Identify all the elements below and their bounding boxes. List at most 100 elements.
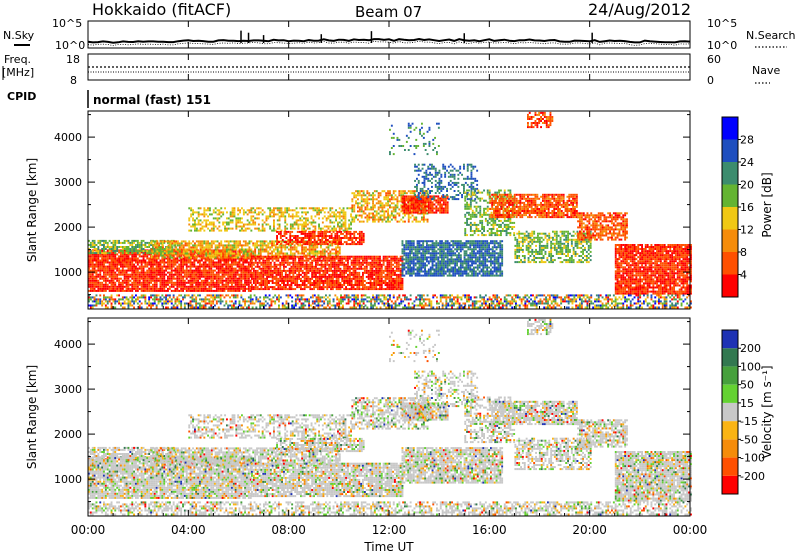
power-cell xyxy=(203,272,205,274)
power-cell xyxy=(244,262,246,264)
power-cell xyxy=(92,255,94,257)
power-cell xyxy=(96,282,98,284)
power-cell xyxy=(128,278,130,280)
power-cell xyxy=(180,266,182,268)
power-cell xyxy=(126,246,128,248)
power-cell xyxy=(143,282,145,284)
power-cell xyxy=(94,246,96,248)
power-cell xyxy=(111,264,113,266)
power-cell xyxy=(124,242,126,244)
power-cell xyxy=(188,266,190,268)
power-cell xyxy=(109,282,111,284)
power-cell xyxy=(250,290,252,292)
power-cell xyxy=(128,242,130,244)
power-cell xyxy=(195,260,197,262)
power-cell xyxy=(144,242,146,244)
power-cell xyxy=(116,246,118,248)
power-cell xyxy=(96,248,98,250)
power-cell xyxy=(161,260,163,262)
power-cell xyxy=(124,258,126,260)
power-cell xyxy=(161,270,163,272)
power-cell xyxy=(139,282,141,284)
power-cell xyxy=(193,262,195,264)
power-cell xyxy=(190,264,192,266)
power-cell xyxy=(180,284,182,286)
power-cell xyxy=(114,276,116,278)
power-cell xyxy=(176,290,178,292)
power-cell xyxy=(182,268,184,270)
power-cell xyxy=(113,242,115,244)
power-cell xyxy=(154,272,156,274)
power-cell xyxy=(205,276,207,278)
power-cell xyxy=(160,278,162,280)
power-cell xyxy=(139,268,141,270)
power-cell xyxy=(111,280,113,282)
power-cell xyxy=(156,249,158,251)
power-cell xyxy=(99,274,101,276)
power-cell xyxy=(235,274,237,276)
power-cell xyxy=(224,264,226,266)
power-cell xyxy=(114,244,116,246)
power-cell xyxy=(197,290,199,292)
power-cell xyxy=(103,250,105,252)
power-cell xyxy=(201,266,203,268)
power-cell xyxy=(240,286,242,288)
power-cell xyxy=(107,246,109,248)
power-cell xyxy=(158,280,160,282)
power-cell xyxy=(96,250,98,252)
power-cell xyxy=(113,290,115,292)
power-cell xyxy=(208,282,210,284)
power-cell xyxy=(128,280,130,282)
power-cell xyxy=(199,262,201,264)
power-cell xyxy=(207,276,209,278)
power-cell xyxy=(139,274,141,276)
power-cell xyxy=(207,282,209,284)
power-cell xyxy=(144,280,146,282)
power-cell xyxy=(156,266,158,268)
power-cell xyxy=(122,272,124,274)
power-cell xyxy=(139,255,141,257)
power-cell xyxy=(190,260,192,262)
power-cell xyxy=(233,262,235,264)
power-cell xyxy=(94,276,96,278)
power-cell xyxy=(94,252,96,254)
power-cell xyxy=(165,290,167,292)
power-cell xyxy=(154,268,156,270)
power-cell xyxy=(101,282,103,284)
power-cell xyxy=(105,270,107,272)
power-cell xyxy=(227,260,229,262)
power-cell xyxy=(109,274,111,276)
power-cell xyxy=(101,240,103,242)
power-cell xyxy=(113,288,115,290)
power-cell xyxy=(178,272,180,274)
power-cell xyxy=(122,264,124,266)
power-cell xyxy=(218,284,220,286)
power-cell xyxy=(195,272,197,274)
power-cell xyxy=(195,282,197,284)
power-cell xyxy=(135,260,137,262)
power-cell xyxy=(118,286,120,288)
power-cell xyxy=(175,268,177,270)
power-cell xyxy=(242,266,244,268)
power-cell xyxy=(153,249,155,251)
power-cell xyxy=(244,284,246,286)
power-cell xyxy=(222,260,224,262)
power-cell xyxy=(231,268,233,270)
power-cell xyxy=(129,280,131,282)
power-cell xyxy=(143,250,145,252)
power-cell xyxy=(148,272,150,274)
power-cell xyxy=(244,274,246,276)
power-cell xyxy=(129,288,131,290)
power-cell xyxy=(141,240,143,242)
power-cell xyxy=(150,262,152,264)
power-cell xyxy=(118,284,120,286)
power-cell xyxy=(148,288,150,290)
power-cell xyxy=(222,286,224,288)
power-cell xyxy=(103,278,105,280)
power-cell xyxy=(96,255,98,257)
power-cell xyxy=(96,286,98,288)
power-cell xyxy=(141,244,143,246)
power-cell xyxy=(94,270,96,272)
power-cell xyxy=(201,290,203,292)
power-cell xyxy=(180,262,182,264)
